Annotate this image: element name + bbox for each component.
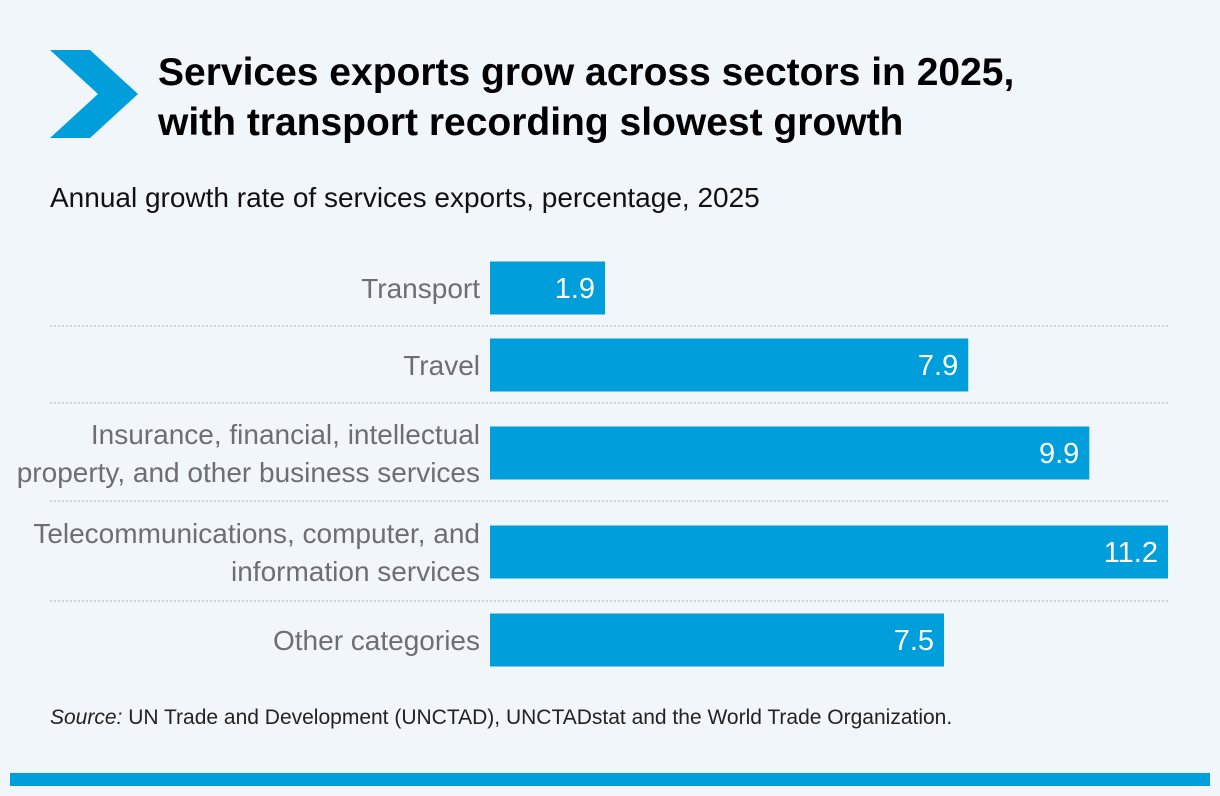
bar [490,613,945,667]
bar-value-label: 9.9 [1039,438,1079,470]
category-label: Telecommunications, computer, and [33,518,480,549]
source-label: Source: [50,706,123,729]
bar [490,338,969,392]
bar-value-label: 1.9 [555,273,595,305]
category-label: Travel [403,350,480,381]
category-label: Transport [361,273,480,304]
source-note: Source: UN Trade and Development (UNCTAD… [50,704,952,732]
bar [490,426,1090,480]
chevron-logo-icon [50,50,138,138]
source-text: UN Trade and Development (UNCTAD), UNCTA… [122,706,953,729]
chart-subtitle: Annual growth rate of services exports, … [50,182,760,213]
bar [490,261,606,315]
title-line-2: with transport recording slowest growth [158,101,904,144]
category-label: information services [231,556,480,587]
title-line-1: Services exports grow across sectors in … [158,51,1015,94]
bar-value-label: 7.5 [894,625,934,657]
category-label: property, and other business services [17,457,480,488]
bar-value-label: 7.9 [918,350,958,382]
category-label: Other categories [273,625,480,656]
category-label: Insurance, financial, intellectual [91,419,480,450]
bar-chart: 1.9 Transport 7.9 Travel 9.9 Insurance, finan… [17,261,1168,667]
bar-value-label: 11.2 [1104,537,1158,569]
bottom-accent-bar [10,773,1210,786]
chart-title: Services exports grow across sectors in … [158,48,1198,148]
bar [490,525,1168,579]
